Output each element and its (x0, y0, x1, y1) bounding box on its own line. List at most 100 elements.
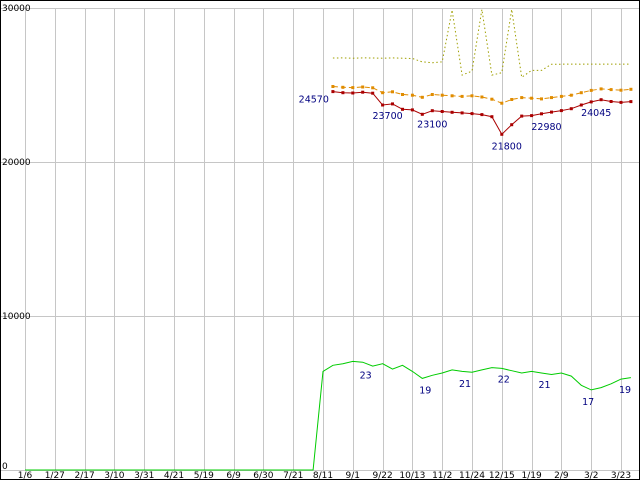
y-tick-label: 20000 (2, 158, 31, 168)
data-point-marker (331, 90, 335, 94)
data-point-marker (520, 96, 524, 100)
value-annotation: 21800 (492, 141, 522, 152)
data-point-marker (420, 95, 424, 99)
x-tick-label: 1/19 (521, 471, 541, 480)
data-point-marker (599, 87, 603, 91)
data-point-marker (440, 110, 444, 113)
data-point-marker (589, 100, 593, 104)
data-point-marker (500, 101, 504, 105)
data-point-marker (391, 102, 394, 106)
data-point-marker (530, 96, 534, 100)
data-point-marker (530, 114, 534, 118)
data-point-marker (460, 94, 464, 98)
data-point-marker (540, 112, 543, 116)
x-tick-label: 1/27 (45, 471, 65, 480)
data-point-marker (490, 97, 494, 101)
x-tick-label: 3/31 (134, 471, 154, 480)
x-tick-label: 3/23 (611, 471, 631, 480)
gridlines (1, 8, 639, 471)
data-point-marker (480, 113, 484, 117)
data-point-marker (510, 98, 514, 101)
data-point-marker (609, 88, 613, 92)
data-point-marker (361, 85, 365, 89)
data-point-marker (470, 112, 474, 116)
x-tick-label: 9/1 (346, 471, 360, 480)
value-annotation: 24570 (299, 95, 329, 106)
x-tick-label: 7/21 (283, 471, 303, 480)
data-point-marker (410, 93, 414, 97)
green-solid-series (25, 360, 631, 471)
data-point-marker (381, 103, 385, 107)
data-point-marker (629, 100, 633, 104)
value-annotation: 23100 (417, 120, 447, 131)
data-point-marker (520, 114, 524, 118)
x-tick-label: 4/21 (164, 471, 184, 480)
x-tick-label: 2/17 (74, 471, 94, 480)
data-point-marker (460, 111, 464, 115)
data-point-marker (450, 110, 454, 114)
value-annotation: 19 (619, 385, 631, 396)
data-point-marker (371, 86, 375, 90)
data-point-marker (629, 87, 633, 91)
data-point-marker (550, 110, 553, 114)
data-point-marker (490, 115, 494, 119)
x-tick-label: 12/15 (489, 471, 515, 480)
data-point-marker (589, 88, 593, 92)
data-point-marker (599, 98, 603, 102)
x-tick-label: 11/2 (432, 471, 452, 480)
value-annotation: 21 (538, 380, 550, 391)
data-point-marker (331, 85, 335, 88)
data-point-marker (401, 107, 404, 111)
x-tick-label: 6/9 (226, 471, 241, 480)
x-tick-label: 3/10 (104, 471, 124, 480)
red-solid-series (331, 90, 633, 136)
data-point-marker (550, 96, 553, 100)
y-tick-label: 10000 (2, 312, 31, 322)
data-point-marker (470, 94, 474, 98)
x-tick-label: 10/13 (399, 471, 425, 480)
y-tick-label: 30000 (2, 4, 31, 14)
data-point-marker (371, 91, 375, 95)
data-point-marker (391, 90, 394, 94)
data-point-marker (480, 95, 484, 99)
data-point-marker (430, 109, 434, 113)
data-point-marker (579, 91, 583, 95)
data-point-marker (361, 90, 365, 94)
orange-dashed-series (331, 85, 633, 105)
data-point-marker (410, 108, 414, 112)
value-annotation: 23700 (372, 111, 402, 122)
data-point-marker (420, 112, 424, 116)
data-point-marker (579, 103, 583, 107)
data-point-marker (341, 91, 345, 95)
y-tick-label: 0 (2, 462, 8, 472)
x-tick-label: 6/30 (253, 471, 273, 480)
x-axis-labels: 1/6 1/27 2/17 3/10 3/31 4/21 5/19 6/9 6/30 7/21 8/… (18, 471, 631, 480)
data-point-marker (569, 107, 573, 111)
data-point-marker (381, 91, 385, 95)
data-point-marker (430, 93, 434, 96)
x-tick-label: 11/24 (459, 471, 485, 480)
data-point-marker (619, 100, 623, 104)
data-point-marker (401, 93, 404, 96)
value-annotation: 23 (360, 371, 372, 382)
data-point-marker (559, 94, 563, 98)
data-point-marker (510, 123, 514, 127)
data-point-marker (559, 109, 563, 113)
data-point-marker (341, 85, 345, 89)
value-annotation: 24045 (581, 108, 611, 119)
data-point-marker (619, 88, 623, 92)
x-tick-label: 3/2 (584, 471, 598, 480)
data-point-marker (450, 94, 454, 98)
data-point-marker (609, 100, 613, 103)
y-axis-labels: 0 10000 20000 30000 (2, 4, 31, 472)
data-point-marker (440, 93, 444, 97)
data-point-marker (351, 91, 355, 95)
data-point-marker (569, 93, 573, 97)
value-annotation: 19 (419, 385, 431, 396)
x-tick-label: 2/9 (554, 471, 569, 480)
value-annotation: 17 (582, 397, 594, 408)
x-tick-label: 8/11 (313, 471, 333, 480)
data-point-marker (500, 132, 504, 136)
